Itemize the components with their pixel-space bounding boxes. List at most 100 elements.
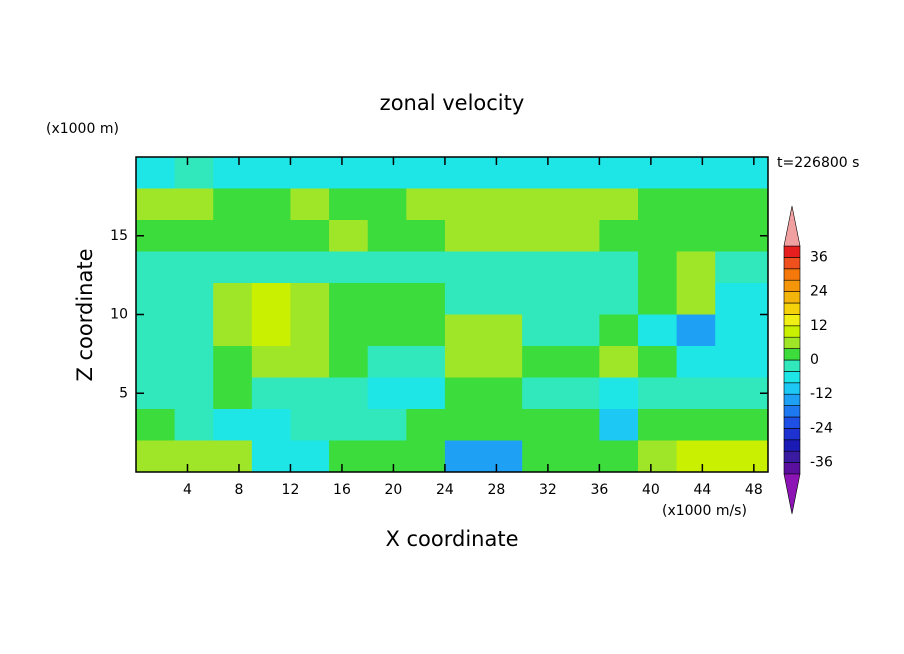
- contour-cell: [715, 220, 769, 252]
- contour-cell: [290, 377, 330, 410]
- contour-cell: [444, 251, 485, 284]
- colorbar-tick-label: 0: [810, 352, 819, 368]
- colorbar-segment: [783, 279, 801, 292]
- contour-cell: [290, 314, 330, 347]
- contour-cell: [676, 283, 716, 315]
- contour-cell: [483, 409, 523, 441]
- colorbar-segment: [783, 462, 801, 475]
- y-unit: (x1000 m): [46, 121, 119, 137]
- contour-cell: [599, 409, 639, 441]
- contour-cell: [483, 157, 523, 189]
- contour-cell: [483, 220, 523, 252]
- contour-cell: [251, 409, 291, 441]
- x-tick-label: 40: [642, 482, 660, 498]
- contour-cell: [329, 157, 369, 189]
- colorbar-segment: [783, 325, 801, 338]
- x-tick-label: 24: [436, 482, 454, 498]
- contour-cell: [560, 220, 600, 252]
- contour-cell: [676, 440, 716, 473]
- contour-cell: [136, 188, 176, 221]
- colorbar-segment: [783, 291, 801, 304]
- colorbar-tick-label: 36: [810, 249, 828, 265]
- chart-title: zonal velocity: [380, 91, 525, 115]
- contour-cell: [522, 409, 562, 441]
- x-axis-title: X coordinate: [385, 527, 518, 551]
- contour-cell: [406, 377, 446, 410]
- contour-cell: [599, 283, 639, 315]
- contour-cell: [213, 220, 253, 252]
- colorbar-segment: [783, 439, 801, 452]
- x-tick-label: 12: [282, 482, 300, 498]
- x-tick-label: 28: [487, 482, 505, 498]
- contour-cell: [367, 283, 407, 315]
- colorbar-segment: [783, 314, 801, 327]
- contour-cell: [676, 346, 716, 378]
- contour-cell: [251, 251, 291, 284]
- contour-cell: [329, 283, 369, 315]
- contour-cell: [444, 440, 485, 473]
- contour-cell: [367, 314, 407, 347]
- contour-cell: [367, 377, 407, 410]
- colorbar-tick-label: 12: [810, 318, 828, 334]
- contour-cell: [213, 188, 253, 221]
- contour-cell: [676, 220, 716, 252]
- contour-cell: [560, 283, 600, 315]
- contour-cell: [367, 346, 407, 378]
- contour-cell: [174, 440, 214, 473]
- contour-cell: [522, 251, 562, 284]
- x-tick-label: 8: [235, 482, 244, 498]
- contour-cell: [213, 283, 253, 315]
- contour-cell: [444, 409, 485, 441]
- contour-cell: [290, 346, 330, 378]
- contour-cell: [715, 409, 769, 441]
- contour-cell: [637, 283, 678, 315]
- contour-cell: [637, 157, 678, 189]
- colorbar-tick-label: 24: [810, 284, 828, 300]
- contour-cell: [637, 346, 678, 378]
- contour-cell: [329, 346, 369, 378]
- contour-cell: [329, 188, 369, 221]
- contour-cell: [522, 314, 562, 347]
- colorbar-segment: [783, 302, 801, 315]
- contour-cell: [251, 220, 291, 252]
- contour-cell: [251, 377, 291, 410]
- contour-cell: [444, 283, 485, 315]
- contour-cell: [715, 283, 769, 315]
- contour-cell: [329, 440, 369, 473]
- contour-cell: [676, 188, 716, 221]
- colorbar-segment: [783, 450, 801, 463]
- contour-cell: [444, 314, 485, 347]
- contour-cell: [367, 251, 407, 284]
- contour-cell: [560, 188, 600, 221]
- x-tick-label: 4: [183, 482, 192, 498]
- colorbar-tick-label: -12: [810, 386, 833, 402]
- contour-cell: [676, 251, 716, 284]
- contour-cell: [599, 188, 639, 221]
- contour-cell: [174, 251, 214, 284]
- colorbar-extend-high: [783, 205, 801, 247]
- contour-cell: [637, 220, 678, 252]
- contour-cell: [251, 157, 291, 189]
- contour-cell: [560, 251, 600, 284]
- contour-cell: [599, 377, 639, 410]
- contour-cell: [290, 283, 330, 315]
- contour-cell: [676, 377, 716, 410]
- contour-cell: [136, 314, 176, 347]
- contour-cell: [522, 346, 562, 378]
- contour-cell: [715, 157, 769, 189]
- contour-cell: [637, 440, 678, 473]
- contour-cell: [715, 188, 769, 221]
- y-tick-label: 5: [119, 385, 128, 401]
- contour-cell: [522, 157, 562, 189]
- contour-cell: [483, 440, 523, 473]
- contour-cell: [522, 188, 562, 221]
- contour-cell: [136, 251, 176, 284]
- colorbar-segment: [783, 416, 801, 429]
- x-tick-label: 20: [385, 482, 403, 498]
- contour-cell: [522, 220, 562, 252]
- contour-cell: [290, 157, 330, 189]
- contour-cell: [406, 440, 446, 473]
- x-tick-label: 48: [745, 482, 763, 498]
- contour-cell: [406, 409, 446, 441]
